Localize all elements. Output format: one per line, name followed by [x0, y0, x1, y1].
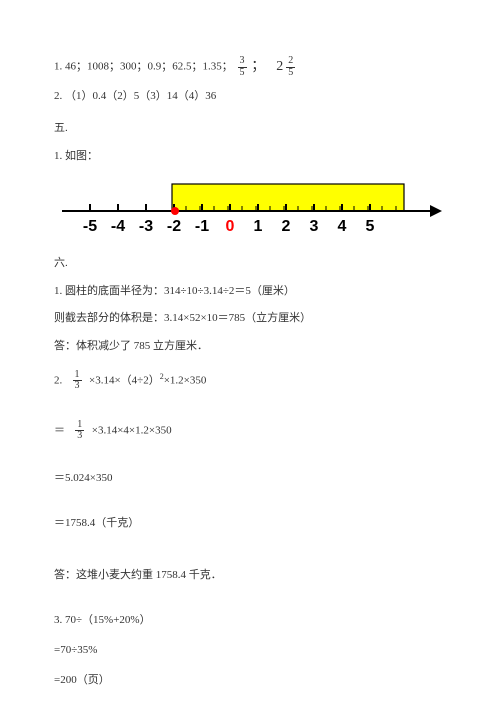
denominator: 5: [286, 68, 295, 79]
numerator: 2: [286, 56, 295, 68]
svg-text:2: 2: [282, 218, 291, 235]
s6-line-11: =200（页）: [54, 672, 446, 690]
s6-line-7: ＝1758.4（千克）: [54, 515, 446, 533]
s6-line-1: 1. 圆柱的底面半径为：314÷10÷3.14÷2＝5（厘米）: [54, 283, 446, 301]
answer-line-2: 2. （1）0.4（2）5（3）14（4）36: [54, 88, 446, 106]
s6-line-10: =70÷35%: [54, 642, 446, 660]
text: 2.: [54, 374, 62, 386]
fraction-1-3: 1 3: [73, 370, 82, 392]
svg-text:5: 5: [366, 218, 375, 235]
text: 1. 46；1008；300；0.9；62.5；1.35；: [54, 61, 233, 73]
fraction-3-5: 3 5: [238, 56, 247, 78]
svg-text:1: 1: [254, 218, 263, 235]
answer-line-1: 1. 46；1008；300；0.9；62.5；1.35； 3 5 ； 225: [54, 56, 446, 78]
text: ；: [251, 59, 265, 74]
text: ＝: [54, 424, 65, 436]
mixed-number-2-2-5: 225: [276, 56, 297, 78]
svg-text:3: 3: [310, 218, 319, 235]
denominator: 3: [73, 381, 82, 392]
text: ×1.2×350: [164, 374, 207, 386]
svg-text:-2: -2: [167, 218, 181, 235]
svg-text:0: 0: [226, 218, 235, 235]
denominator: 3: [75, 431, 84, 442]
section-six-heading: 六.: [54, 255, 446, 273]
fraction-part: 25: [286, 56, 295, 78]
denominator: 5: [238, 68, 247, 79]
s6-line-4: 2. 1 3 ×3.14×（4÷2）2×1.2×350: [54, 370, 446, 392]
numerator: 3: [238, 56, 247, 68]
section-five-item-1: 1. 如图：: [54, 148, 446, 166]
s6-line-9: 3. 70÷（15%+20%）: [54, 612, 446, 630]
svg-text:-4: -4: [111, 218, 125, 235]
s6-line-5: ＝ 1 3 ×3.14×4×1.2×350: [54, 420, 446, 442]
number-line-figure: -5 -4 -3 -2 -1 0 1 2 3 4 5: [54, 181, 446, 241]
svg-text:-1: -1: [195, 218, 209, 235]
svg-text:-5: -5: [83, 218, 97, 235]
number-line-svg: -5 -4 -3 -2 -1 0 1 2 3 4 5: [54, 181, 446, 241]
s6-line-2: 则截去部分的体积是：3.14×52×10＝785（立方厘米）: [54, 310, 446, 328]
svg-text:4: 4: [338, 218, 347, 235]
fraction-1-3-b: 1 3: [75, 420, 84, 442]
s6-line-8: 答：这堆小麦大约重 1758.4 千克．: [54, 567, 446, 585]
whole: 2: [276, 59, 283, 74]
s6-line-3: 答：体积减少了 785 立方厘米．: [54, 338, 446, 356]
svg-text:-3: -3: [139, 218, 153, 235]
text: ×3.14×4×1.2×350: [92, 424, 172, 436]
section-five-heading: 五.: [54, 120, 446, 138]
text: ×3.14×（4÷2）: [89, 374, 160, 386]
s6-line-6: ＝5.024×350: [54, 470, 446, 488]
